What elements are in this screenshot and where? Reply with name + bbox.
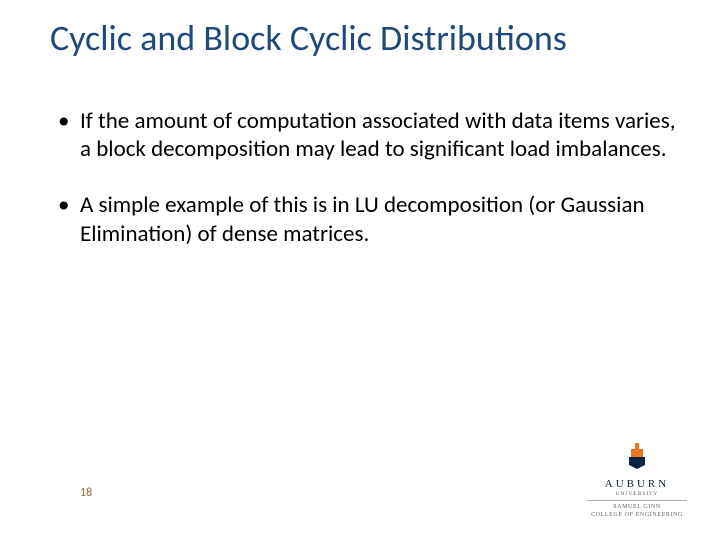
bullet-item: If the amount of computation associated … xyxy=(58,107,684,163)
logo-name-text: AUBURN xyxy=(582,478,692,490)
logo-divider xyxy=(587,500,687,501)
bullet-item: A simple example of this is in LU decomp… xyxy=(58,191,684,247)
logo-university-text: UNIVERSITY xyxy=(582,491,692,497)
logo-sub2-line1: SAMUEL GINN xyxy=(613,504,661,510)
auburn-logo-mark xyxy=(627,443,647,469)
logo-sub2-line2: COLLEGE OF ENGINEERING xyxy=(591,512,683,518)
logo-college-text: SAMUEL GINN COLLEGE OF ENGINEERING xyxy=(582,504,692,520)
slide-title: Cyclic and Block Cyclic Distributions xyxy=(50,18,684,59)
slide-container: Cyclic and Block Cyclic Distributions If… xyxy=(0,0,720,540)
bullet-list: If the amount of computation associated … xyxy=(50,107,684,247)
auburn-logo: AUBURN UNIVERSITY SAMUEL GINN COLLEGE OF… xyxy=(582,443,692,520)
page-number: 18 xyxy=(80,486,92,500)
